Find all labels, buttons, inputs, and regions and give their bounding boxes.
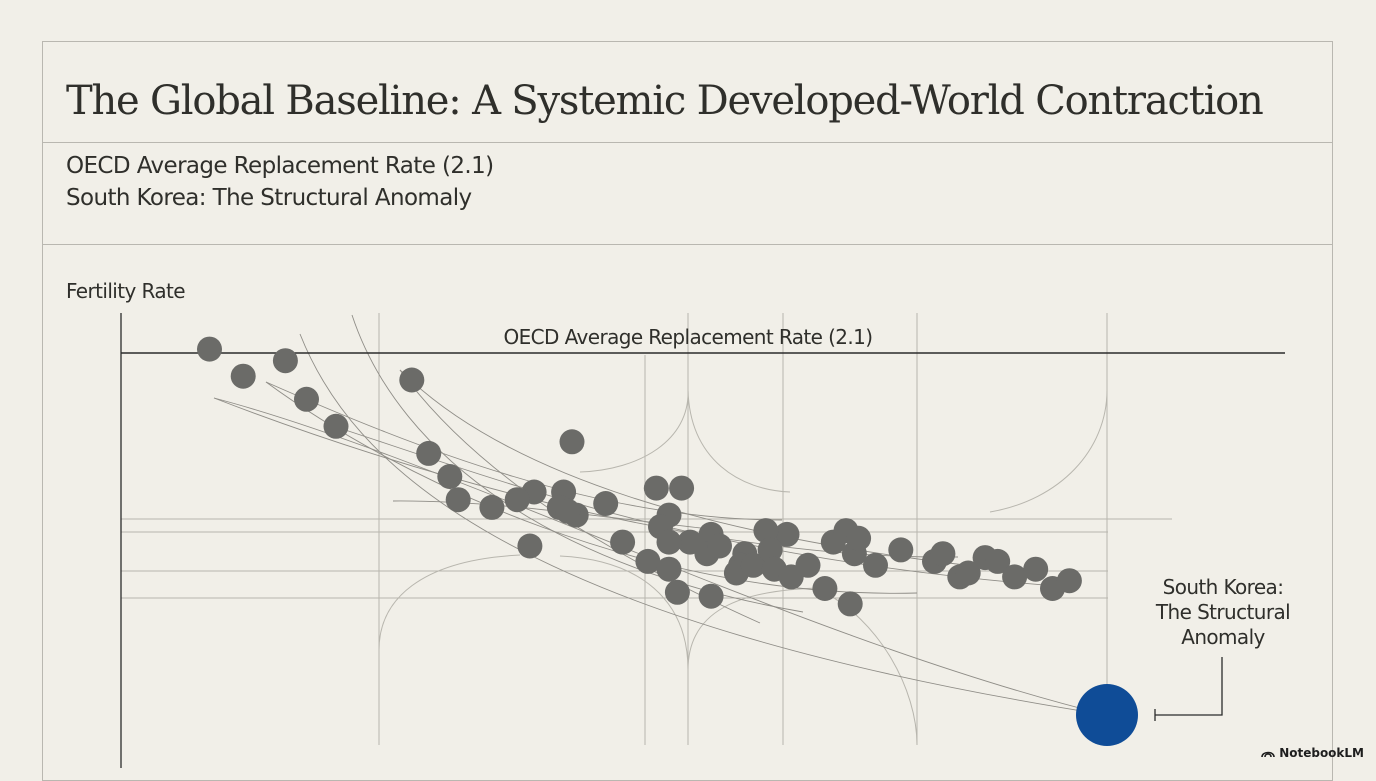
oecd-reference-label: OECD Average Replacement Rate (2.1) (504, 325, 873, 349)
data-point (504, 487, 530, 513)
chart-grid (121, 313, 1172, 746)
data-point (698, 583, 724, 609)
data-point (930, 541, 956, 567)
data-point (795, 552, 821, 578)
south-korea-callout: South Korea: The Structural Anomaly (1143, 575, 1303, 650)
callout-line-1: South Korea: (1162, 575, 1284, 599)
callout-line-3: Anomaly (1181, 625, 1265, 649)
data-point (294, 386, 319, 412)
callout-line-2: The Structural (1155, 600, 1291, 624)
data-point (197, 336, 222, 362)
data-point (985, 548, 1011, 574)
grid-arc (687, 389, 791, 493)
data-point (445, 487, 471, 513)
subtitle-line-1: OECD Average Replacement Rate (2.1) (66, 153, 494, 179)
grid-arc (819, 589, 918, 746)
subtitle-line-2: South Korea: The Structural Anomaly (66, 185, 472, 211)
data-point (479, 494, 505, 520)
data-point (740, 552, 766, 578)
data-point (1056, 568, 1082, 594)
subtitle-divider (42, 244, 1333, 245)
data-point (888, 537, 914, 563)
trend-curve (299, 333, 1108, 716)
data-point (230, 363, 256, 389)
title-divider (42, 142, 1333, 143)
trend-curve (213, 397, 1108, 716)
data-point (416, 440, 442, 466)
data-point (753, 518, 779, 544)
data-point (664, 579, 690, 605)
data-point (437, 464, 463, 489)
trend-curve (329, 424, 1071, 588)
notebooklm-logo-icon (1261, 751, 1275, 758)
data-point (517, 533, 543, 559)
data-point (774, 521, 800, 547)
data-point (610, 529, 636, 555)
data-point (555, 498, 581, 524)
data-point (669, 475, 695, 501)
data-point (272, 348, 298, 374)
data-point (559, 429, 585, 455)
data-point (635, 548, 661, 574)
grid-arc (559, 555, 689, 671)
notebooklm-brand: NotebookLM (1261, 746, 1364, 760)
grid-arc (989, 389, 1108, 513)
brand-label: NotebookLM (1279, 746, 1364, 760)
data-point (1002, 564, 1028, 590)
y-axis-label: Fertility Rate (66, 279, 186, 303)
data-point (593, 491, 619, 516)
callout-leader-line (1155, 657, 1223, 716)
south-korea-point (1076, 684, 1138, 746)
data-point (656, 529, 682, 555)
grid-arc (378, 554, 521, 651)
data-point (863, 552, 888, 578)
data-point (1023, 556, 1049, 582)
data-point (399, 367, 425, 393)
data-point (656, 556, 682, 582)
data-point (707, 533, 732, 559)
grid-arc (579, 389, 689, 473)
grid-arc (687, 587, 821, 671)
data-point (955, 560, 981, 586)
data-point (757, 537, 783, 563)
page-title: The Global Baseline: A Systemic Develope… (66, 78, 1264, 124)
data-points (197, 336, 1082, 617)
data-point (643, 475, 669, 501)
data-point (812, 576, 838, 601)
trend-curve (265, 381, 783, 521)
data-point (846, 525, 872, 551)
data-point (323, 413, 349, 439)
data-point (837, 591, 863, 617)
